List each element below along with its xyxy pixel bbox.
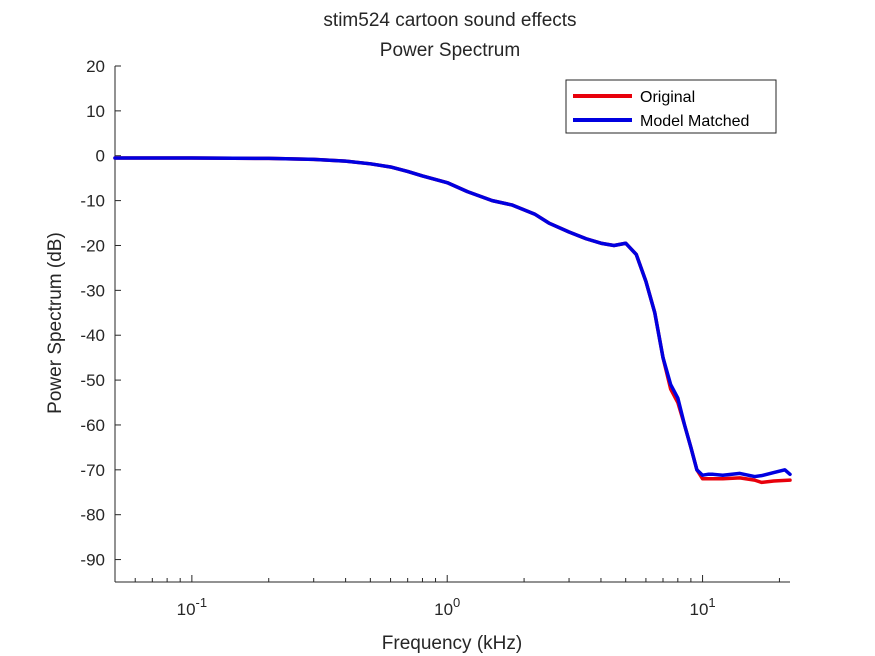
x-tick-label: 100 bbox=[434, 595, 460, 619]
series-line-model-matched bbox=[113, 156, 792, 479]
chart-subtitle: Power Spectrum bbox=[380, 40, 520, 61]
plot-area bbox=[114, 66, 790, 583]
legend-label-model-matched: Model Matched bbox=[640, 113, 749, 130]
y-tick-label: -30 bbox=[80, 281, 105, 300]
y-tick-label: 0 bbox=[96, 147, 105, 166]
legend: Original Model Matched bbox=[565, 79, 777, 134]
series-layer bbox=[113, 156, 792, 485]
x-tick-label: 10-1 bbox=[177, 595, 207, 619]
chart-title: stim524 cartoon sound effects bbox=[323, 10, 576, 31]
y-tick-label: -60 bbox=[80, 416, 105, 435]
y-tick-label: 20 bbox=[86, 57, 105, 76]
x-axis-ticks: 10-1 100 101 bbox=[114, 575, 780, 619]
x-tick-label: 101 bbox=[689, 595, 715, 619]
y-tick-label: -80 bbox=[80, 506, 105, 525]
y-tick-label: -70 bbox=[80, 461, 105, 480]
y-tick-label: 10 bbox=[86, 102, 105, 121]
y-tick-label: -20 bbox=[80, 236, 105, 255]
y-tick-label: -90 bbox=[80, 551, 105, 570]
y-tick-label: -50 bbox=[80, 371, 105, 390]
y-axis-label: Power Spectrum (dB) bbox=[45, 232, 66, 414]
y-axis-ticks: 20 10 0 -10 -20 -30 -40 -50 -60 -70 -80 -90 bbox=[80, 57, 121, 570]
legend-label-original: Original bbox=[640, 89, 695, 106]
y-tick-label: -40 bbox=[80, 326, 105, 345]
x-axis-label: Frequency (kHz) bbox=[382, 633, 522, 654]
legend-box bbox=[565, 79, 777, 134]
y-tick-label: -10 bbox=[80, 192, 105, 211]
